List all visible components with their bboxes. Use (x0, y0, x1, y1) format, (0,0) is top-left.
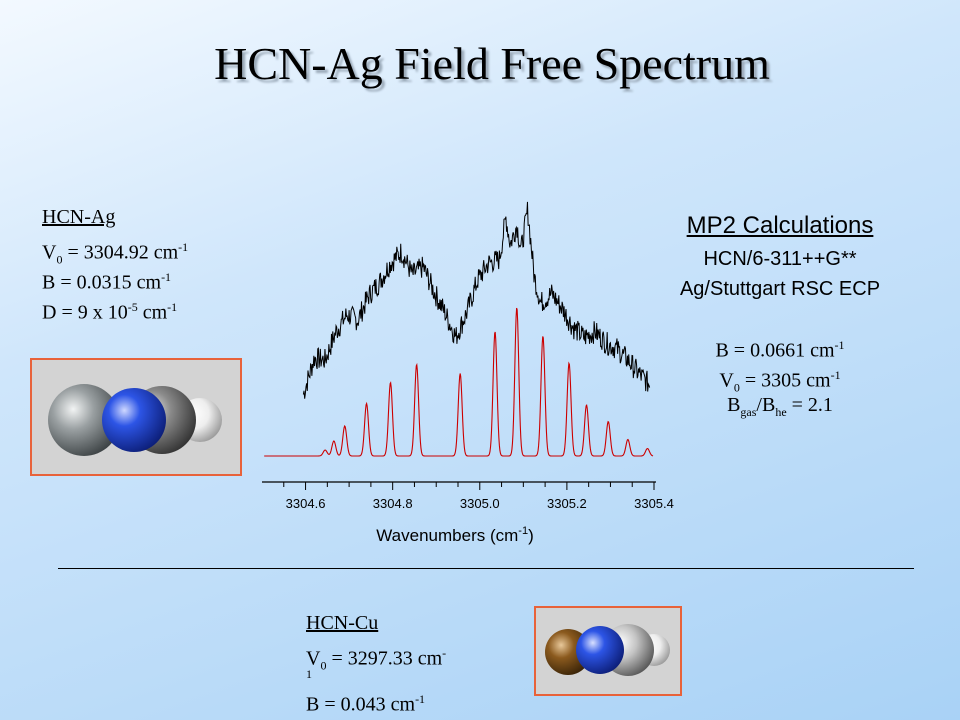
cu-v0: V0 = 3297.33 cm- (306, 646, 447, 673)
divider-line (58, 568, 914, 569)
x-tick-label: 3305.0 (460, 496, 500, 511)
x-tick-label: 3305.4 (634, 496, 674, 511)
x-tick-label: 3305.2 (547, 496, 587, 511)
simulated-spectrum-line (264, 307, 654, 457)
page-title: HCN-Ag Field Free Spectrum (214, 38, 770, 89)
mp2-heading: MP2 Calculations (686, 212, 874, 239)
x-axis-label: Wavenumbers (cm-1) (376, 525, 533, 545)
x-tick-label: 3304.6 (286, 496, 326, 511)
cu-parameters: HCN-Cu V0 = 3297.33 cm- 1 B = 0.043 cm-1 (306, 608, 447, 716)
nitrogen-atom (576, 626, 624, 674)
silver-atom (48, 384, 120, 456)
nitrogen-atom (102, 388, 166, 452)
mp2-v0: V0 = 3305 cm-1 (719, 368, 841, 395)
experimental-spectrum-line (302, 201, 651, 399)
hcn-ag-molecule-image (30, 358, 242, 476)
ag-parameters: HCN-Ag V0 = 3304.92 cm-1 B = 0.0315 cm-1… (42, 202, 189, 324)
spectrum-chart: 3304.6 3304.8 3305.0 3305.2 3305.4 Wavenumbe… (262, 201, 674, 545)
ag-v0: V0 = 3304.92 cm-1 (42, 240, 189, 267)
mp2-basis-ag: Ag/Stuttgart RSC ECP (679, 278, 881, 300)
mp2-calculations: MP2 Calculations HCN/6-311++G** Ag/Stutt… (660, 210, 900, 420)
cu-heading: HCN-Cu (306, 612, 379, 634)
ag-d: D = 9 x 10-5 cm-1 (42, 300, 178, 324)
cu-v0-wrap: 1 (306, 667, 312, 681)
x-tick-label: 3304.8 (373, 496, 413, 511)
ag-b: B = 0.0315 cm-1 (42, 270, 172, 294)
mp2-basis-hcn: HCN/6-311++G** (703, 248, 857, 270)
ag-heading: HCN-Ag (42, 206, 116, 228)
hcn-cu-molecule-image (534, 606, 682, 696)
mp2-b: B = 0.0661 cm-1 (715, 338, 845, 362)
cu-b: B = 0.043 cm-1 (306, 692, 426, 716)
mp2-ratio: Bgas/Bhe = 2.1 (727, 394, 833, 419)
